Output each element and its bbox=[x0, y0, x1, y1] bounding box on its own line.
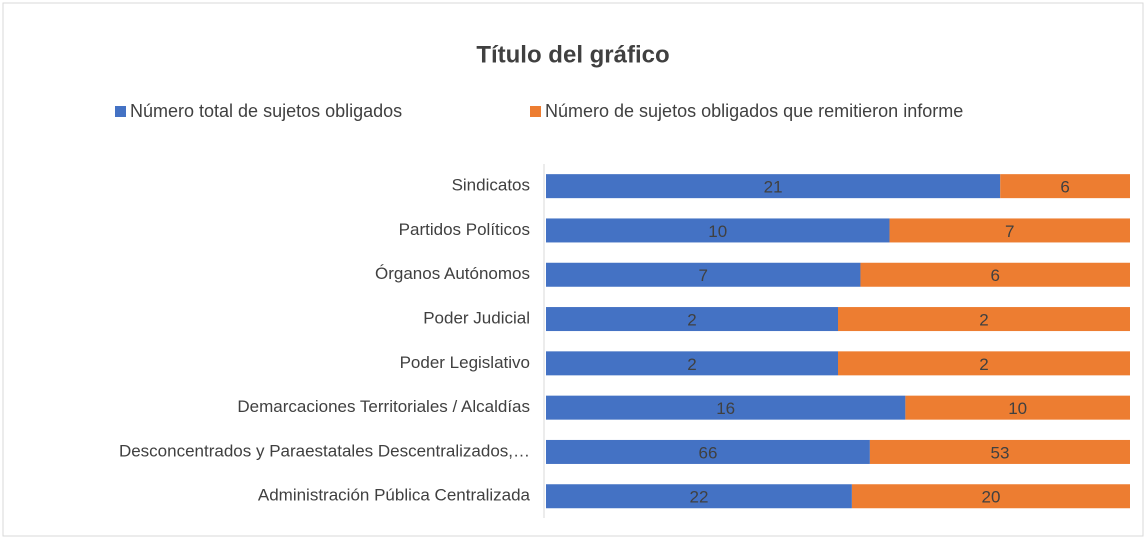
bar-segment bbox=[869, 439, 1130, 464]
bar-segment bbox=[546, 218, 890, 243]
data-label: 2 bbox=[687, 355, 696, 374]
bar-segment bbox=[546, 439, 870, 464]
bar-segment bbox=[546, 262, 861, 287]
bar-segment bbox=[860, 262, 1130, 287]
category-label: Partidos Políticos bbox=[399, 220, 530, 239]
data-label: 10 bbox=[708, 222, 727, 241]
bar-segment bbox=[838, 307, 1130, 332]
data-label: 10 bbox=[1008, 399, 1027, 418]
category-label: Sindicatos bbox=[452, 176, 530, 195]
data-label: 7 bbox=[1005, 222, 1014, 241]
category-label: Administración Pública Centralizada bbox=[258, 486, 531, 505]
data-label: 6 bbox=[1060, 178, 1069, 197]
data-label: 20 bbox=[981, 488, 1000, 507]
bar-segment bbox=[905, 395, 1130, 420]
data-label: 2 bbox=[979, 355, 988, 374]
category-label: Poder Judicial bbox=[423, 309, 530, 328]
bar-segment bbox=[889, 218, 1130, 243]
chart-title: Título del gráfico bbox=[476, 41, 669, 68]
data-label: 21 bbox=[764, 178, 783, 197]
data-label: 7 bbox=[698, 266, 707, 285]
bar-segment bbox=[546, 307, 838, 332]
data-label: 22 bbox=[689, 488, 708, 507]
bar-segment bbox=[851, 484, 1130, 509]
category-label: Órganos Autónomos bbox=[375, 264, 530, 283]
bar-segment bbox=[1000, 174, 1130, 199]
category-label: Demarcaciones Territoriales / Alcaldías bbox=[237, 397, 530, 416]
category-label: Desconcentrados y Paraestatales Descentr… bbox=[119, 441, 530, 460]
data-label: 53 bbox=[990, 443, 1009, 462]
bar-segment bbox=[546, 351, 838, 376]
data-label: 6 bbox=[990, 266, 999, 285]
bar-segment bbox=[546, 174, 1001, 199]
bar-segment bbox=[546, 395, 906, 420]
data-label: 16 bbox=[716, 399, 735, 418]
legend-swatch bbox=[115, 106, 126, 117]
legend-label: Número total de sujetos obligados bbox=[130, 101, 402, 121]
data-label: 2 bbox=[979, 311, 988, 330]
category-label: Poder Legislativo bbox=[400, 353, 530, 372]
data-label: 66 bbox=[698, 443, 717, 462]
bar-segment bbox=[546, 484, 852, 509]
data-label: 2 bbox=[687, 311, 696, 330]
legend-label: Número de sujetos obligados que remitier… bbox=[545, 101, 963, 121]
bar-segment bbox=[838, 351, 1130, 376]
legend-swatch bbox=[530, 106, 541, 117]
